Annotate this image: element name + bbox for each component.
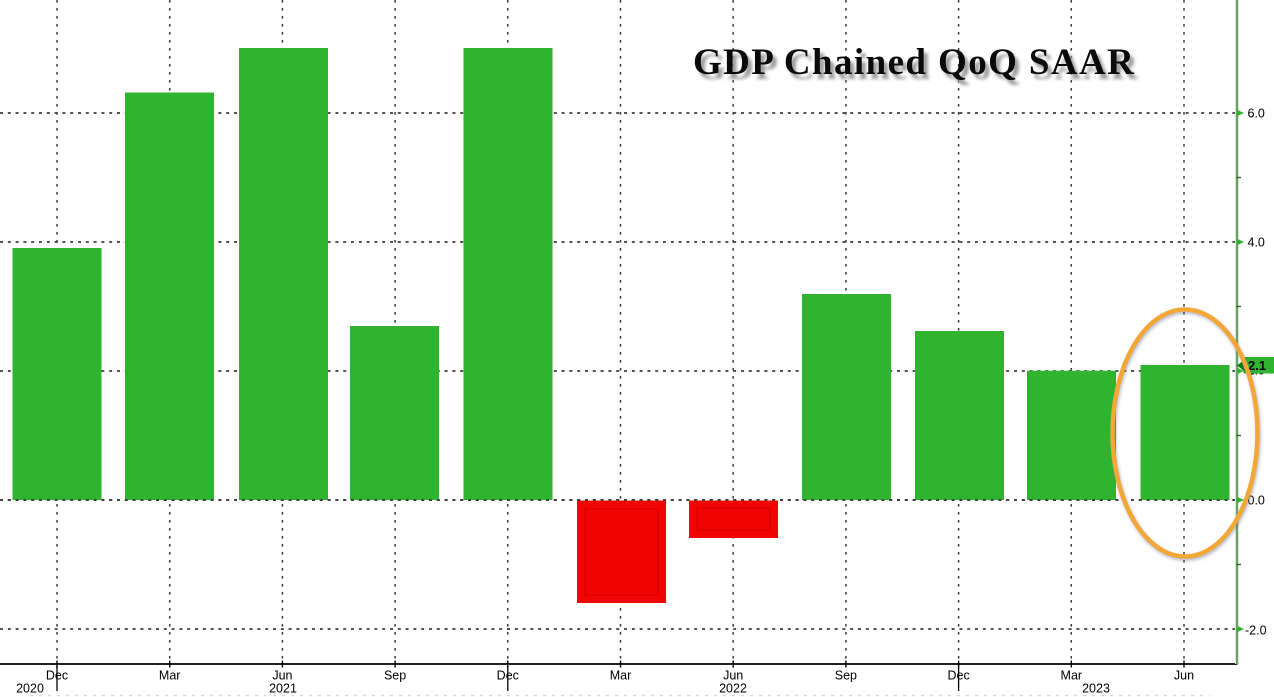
svg-text:Jun: Jun <box>723 669 743 683</box>
svg-text:2.1: 2.1 <box>1248 358 1266 373</box>
svg-text:Jun: Jun <box>272 669 292 683</box>
svg-text:Mar: Mar <box>159 669 181 683</box>
svg-text:Mar: Mar <box>1061 669 1083 683</box>
svg-text:Jun: Jun <box>1174 669 1194 683</box>
svg-text:6.0: 6.0 <box>1248 107 1265 121</box>
svg-text:Sep: Sep <box>835 669 857 683</box>
svg-text:Mar: Mar <box>610 669 632 683</box>
svg-text:0.0: 0.0 <box>1248 494 1265 508</box>
svg-text:4.0: 4.0 <box>1248 236 1265 250</box>
svg-text:Dec: Dec <box>46 669 68 683</box>
svg-text:2020: 2020 <box>16 682 44 696</box>
svg-text:Dec: Dec <box>497 669 519 683</box>
svg-text:-2.0: -2.0 <box>1245 624 1267 638</box>
svg-text:Dec: Dec <box>947 669 969 683</box>
svg-text:2021: 2021 <box>269 682 297 696</box>
svg-text:Sep: Sep <box>384 669 406 683</box>
svg-text:2022: 2022 <box>719 682 747 696</box>
svg-text:2023: 2023 <box>1082 682 1110 696</box>
